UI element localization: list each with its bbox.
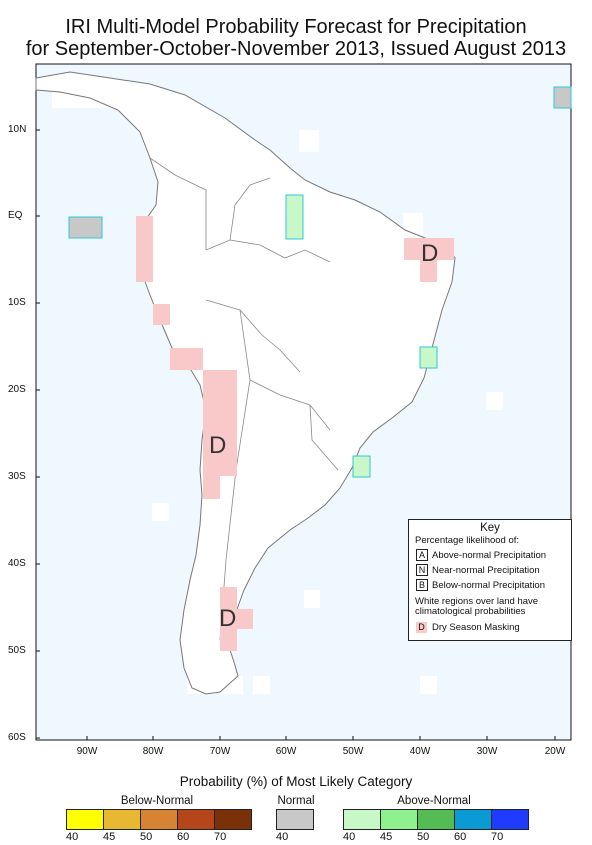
tick-label: 50 xyxy=(417,831,430,843)
key-code: B xyxy=(416,579,428,591)
colorbar-segment xyxy=(418,810,455,829)
tick-label: 60 xyxy=(454,831,467,843)
tick-label: 40 xyxy=(343,831,356,843)
lat-label: 20S xyxy=(8,384,26,395)
colorbar-segment xyxy=(178,810,215,829)
dry-season-marker: D xyxy=(209,432,227,459)
lon-label: 60W xyxy=(275,746,297,757)
lat-label: 40S xyxy=(8,558,26,569)
key-subtitle: Percentage likelihood of: xyxy=(415,535,520,546)
tick-label: 45 xyxy=(103,831,116,843)
lon-label: 20W xyxy=(544,746,566,757)
map-title-line2: for September-October-November 2013, Iss… xyxy=(25,38,567,60)
colorbar-segment xyxy=(277,810,313,829)
lon-label: 40W xyxy=(409,746,431,757)
colorbar-segment xyxy=(344,810,381,829)
tick-label: 50 xyxy=(140,831,153,843)
colorbar-segment xyxy=(215,810,251,829)
key-dry-code: D xyxy=(416,622,427,633)
lon-label: 50W xyxy=(342,746,364,757)
key-code: A xyxy=(416,549,428,561)
lat-label: 10S xyxy=(8,297,26,308)
colorbar-segment xyxy=(67,810,104,829)
lat-label: 10N xyxy=(8,124,27,135)
axis-ticks xyxy=(36,129,556,740)
colorbar-segment xyxy=(381,810,418,829)
lat-label: 50S xyxy=(8,645,26,656)
dry-season-cells xyxy=(136,216,454,651)
key-item: A Above-normal Precipitation xyxy=(416,549,571,561)
colorbar-segment xyxy=(104,810,141,829)
key-item: N Near-normal Precipitation xyxy=(416,564,571,576)
key-item-label: Near-normal Precipitation xyxy=(432,564,540,576)
above-normal-label: Above-Normal xyxy=(397,795,471,807)
tick-label: 45 xyxy=(380,831,393,843)
key-item-label: Above-normal Precipitation xyxy=(432,549,547,561)
lat-label: 30S xyxy=(8,471,26,482)
colorbar-segment xyxy=(492,810,528,829)
lon-label: 90W xyxy=(76,746,98,757)
legend-title: Probability (%) of Most Likely Category xyxy=(179,774,413,789)
tick-label: 60 xyxy=(177,831,190,843)
above-normal-colorbar xyxy=(343,809,529,830)
tick-label: 70 xyxy=(214,831,227,843)
lon-label: 70W xyxy=(209,746,231,757)
key-item-label: Below-normal Precipitation xyxy=(432,579,545,591)
normal-cells xyxy=(68,86,572,239)
tick-label: 40 xyxy=(276,831,289,843)
colorbar-segment xyxy=(455,810,492,829)
below-normal-label: Below-Normal xyxy=(120,795,194,807)
tick-label: 40 xyxy=(66,831,79,843)
key-item: B Below-normal Precipitation xyxy=(416,579,571,591)
key-note-line2: climatological probabilities xyxy=(415,606,526,617)
dry-season-marker: D xyxy=(219,605,237,632)
key-dry-label: Dry Season Masking xyxy=(432,622,520,633)
above-normal-cells xyxy=(285,194,438,478)
lat-label: EQ xyxy=(8,210,23,221)
colorbar-segment xyxy=(141,810,178,829)
below-normal-colorbar xyxy=(66,809,252,830)
key-note: White regions over land have climatologi… xyxy=(415,597,571,617)
map-key: Key Percentage likelihood of: A Above-no… xyxy=(408,519,572,641)
lon-label: 80W xyxy=(142,746,164,757)
normal-colorbar xyxy=(276,809,314,830)
dry-season-marker: D xyxy=(421,240,439,267)
key-code: N xyxy=(416,564,428,576)
lon-label: 30W xyxy=(476,746,498,757)
lat-label: 60S xyxy=(8,732,26,743)
key-dry-row: D Dry Season Masking xyxy=(416,622,571,633)
key-note-line1: White regions over land have xyxy=(415,596,539,607)
key-title: Key xyxy=(480,522,500,534)
tick-label: 70 xyxy=(491,831,504,843)
map-title-line1: IRI Multi-Model Probability Forecast for… xyxy=(65,16,527,38)
normal-label: Normal xyxy=(277,795,315,807)
